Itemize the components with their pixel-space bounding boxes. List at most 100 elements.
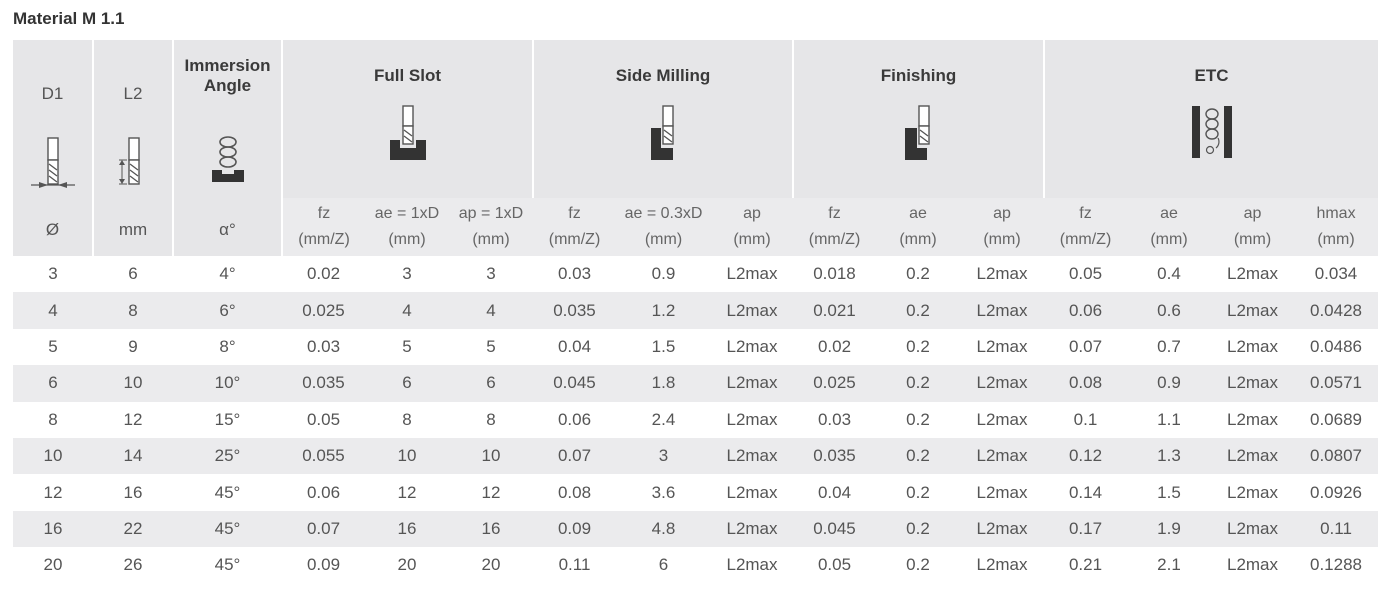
table-cell: 0.6 [1127,292,1211,329]
table-cell: 0.9 [1127,365,1211,402]
table-cell: 0.055 [282,437,365,475]
table-cell: L2max [726,482,778,502]
l2-unit: mm [118,220,148,239]
table-cell: 6 [13,365,93,402]
column-header-l2: L2 mm [93,40,174,256]
subheader-side-milling-ap: ap (mm) [711,198,793,256]
table-cell: 0.07 [533,437,616,475]
table-cell: 0.14 [1068,482,1103,502]
table-cell: L2max [1226,555,1279,575]
table-cell: L2max [1211,510,1294,548]
table-cell: 1.5 [651,336,676,356]
table-cell: 45° [173,510,282,548]
table-cell: 4 [449,292,533,329]
subheader-side-milling-ae: ae = 0.3xD (mm) [616,198,711,256]
table-cell: 0.06 [1044,292,1127,329]
table-cell: L2max [726,336,778,356]
table-cell: 0.018 [813,264,856,284]
table-row: 16 22 45° 0.07 16 16 0.09 4.8 L2max 0.045 0.2 L2max… [13,510,1378,548]
table-cell: 0.06 [557,409,592,429]
table-cell: 20 [481,555,501,575]
table-cell: 6 [658,555,669,575]
table-cell: 0.03 [306,336,341,356]
immersion-angle-label: Immersion Angle [184,56,271,95]
table-cell: 10 [13,437,93,475]
subheader-side-milling-fz: fz (mm/Z) [533,198,616,256]
table-cell: 0.08 [557,482,592,502]
table-cell: 0.045 [533,365,616,402]
table-cell: L2max [1226,482,1279,502]
table-cell: L2max [976,555,1028,575]
table-cell: L2max [976,409,1028,429]
table-cell: 0.4 [1157,264,1181,284]
table-cell: 0.035 [533,292,616,329]
table-cell: 14 [93,437,173,475]
subheader-etc-fz: fz (mm/Z) [1044,198,1127,256]
table-cell: 45° [214,555,241,575]
table-cell: 0.2 [906,264,930,284]
table-cell: L2max [726,264,778,284]
column-header-d1: D1 Ø [13,40,94,256]
table-cell: 0.021 [793,292,876,329]
table-cell: 0.17 [1044,510,1127,548]
table-cell: 0.11 [1294,510,1378,548]
table-cell: 10 [93,365,173,402]
table-title: Material M 1.1 [13,9,125,28]
table-cell: 16 [449,510,533,548]
table-cell: 8 [402,409,412,429]
diameter-tool-icon [30,137,75,188]
helical-milling-icon [1191,106,1232,158]
table-cell: 6 [128,264,138,284]
table-cell: 10 [365,437,449,475]
table-cell: 8 [93,292,173,329]
subheader-finishing-fz: fz (mm/Z) [793,198,876,256]
subheader-etc-ap: ap (mm) [1211,198,1294,256]
table-cell: 1.8 [616,365,711,402]
table-cell: 20 [43,555,63,575]
subheader-finishing-ae: ae (mm) [876,198,960,256]
table-cell: 5 [486,336,496,356]
subheader-row: fz (mm/Z) ae = 1xD (mm) ap = 1xD (mm) fz (mm… [13,198,1378,256]
table-cell: 0.035 [793,437,876,475]
table-cell: 0.025 [793,365,876,402]
table-cell: 0.12 [1044,437,1127,475]
table-cell: 0.09 [533,510,616,548]
table-row: 10 14 25° 0.055 10 10 0.07 3 L2max 0.035 0.2 L2max 0… [13,437,1378,475]
table-cell: L2max [711,365,793,402]
table-cell: L2max [960,292,1044,329]
table-cell: 12 [397,482,417,502]
table-cell: 9 [128,336,138,356]
table-cell: L2max [960,365,1044,402]
table-cell: 0.0807 [1294,437,1378,475]
table-cell: 10° [173,365,282,402]
table-cell: 12 [43,482,63,502]
table-cell: L2max [1226,264,1279,284]
table-cell: 0.06 [306,482,341,502]
table-cell: 4 [13,292,93,329]
d1-unit: Ø [45,220,60,239]
subheader-full-slot-fz: fz (mm/Z) [282,198,365,256]
table-row: 3 6 4° 0.02 3 3 0.03 0.9 L2max 0.018 0.2 L2max 0.05 0… [13,256,1378,292]
table-cell: 0.11 [558,555,591,575]
subheader-finishing-ap: ap (mm) [960,198,1044,256]
table-cell: 0.21 [1068,555,1103,575]
d1-label: D1 [41,84,64,103]
table-cell: 0.0689 [1310,409,1362,429]
group-header-side-milling: Side Milling [533,40,794,198]
table-cell: 5 [48,336,58,356]
table-cell: 0.03 [557,264,592,284]
table-cell: 0.2 [906,482,930,502]
table-cell: L2max [976,264,1028,284]
table-cell: 8 [48,409,58,429]
table-cell: 0.05 [306,409,341,429]
table-cell: 8 [486,409,496,429]
l2-label: L2 [123,84,143,103]
table-cell: 0.1288 [1310,555,1362,575]
table-cell: L2max [1211,292,1294,329]
table-cell: 12 [481,482,501,502]
table-cell: L2max [711,437,793,475]
table-cell: 0.03 [817,409,852,429]
table-cell: 0.0926 [1310,482,1362,502]
table-cell: L2max [1211,365,1294,402]
table-cell: 45° [214,482,241,502]
